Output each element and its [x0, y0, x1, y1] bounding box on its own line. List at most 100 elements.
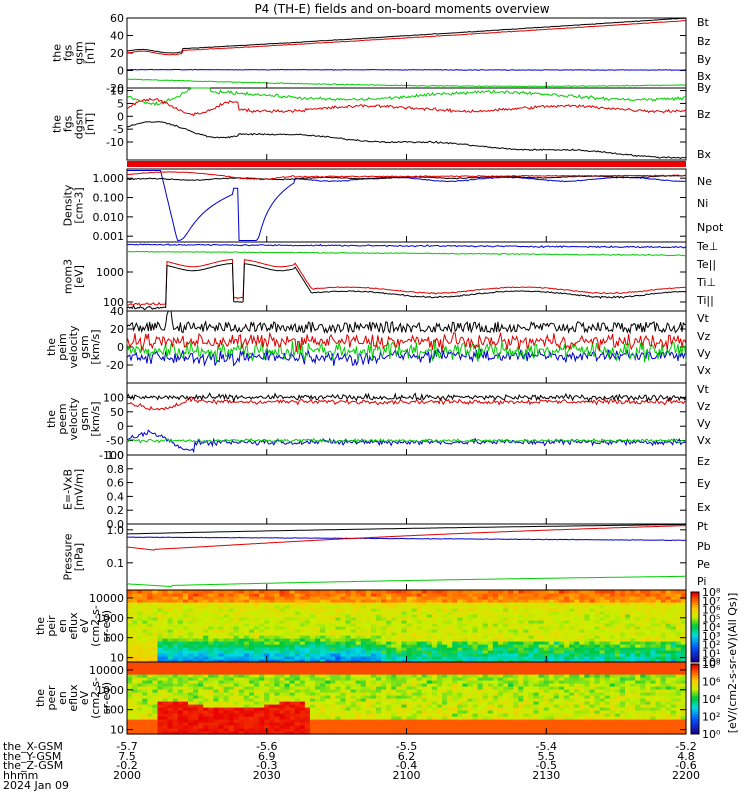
peir_spec-cell: [223, 659, 230, 663]
peir_spec-cell: [564, 638, 570, 642]
peir_spec-cell: [492, 626, 499, 630]
peer_spec-cell: [370, 662, 377, 666]
peir_spec-cell: [274, 659, 281, 663]
peer_spec-cell: [172, 722, 179, 726]
peir_spec-cell: [238, 626, 245, 630]
peir_spec-cell: [203, 632, 209, 636]
peer_spec-cell: [477, 668, 484, 672]
peir_spec-cell: [172, 626, 179, 630]
peir_spec-cell: [269, 629, 275, 633]
peir_spec-cell: [416, 644, 423, 648]
peir_spec-cell: [299, 629, 306, 633]
peer_spec-cell: [391, 695, 397, 699]
peir_spec-cell: [187, 659, 194, 663]
peer_spec-cell: [447, 662, 453, 666]
peir_spec-cell: [538, 626, 545, 630]
peer_spec-cell: [523, 680, 530, 684]
peir_spec-cell: [574, 626, 580, 630]
peir_spec-cell: [574, 656, 580, 660]
peir_spec-cell: [553, 620, 560, 624]
peir_spec-cell: [436, 620, 443, 624]
peer_spec-cell: [538, 716, 545, 720]
fgs_gsm-ylabel-line: [nT]: [84, 42, 97, 64]
peer_spec-cell: [340, 674, 347, 678]
peir_spec-cell: [574, 632, 580, 636]
peir_spec-cell: [203, 653, 209, 657]
peer_spec-cell: [213, 719, 220, 723]
peir_spec-cell: [360, 656, 367, 660]
peir_spec-cell: [365, 620, 372, 624]
peer_spec-cell: [381, 728, 387, 732]
peir_spec-cell: [680, 659, 687, 663]
peir_spec-cell: [564, 602, 570, 606]
peer_spec-cell: [264, 671, 270, 675]
peir_spec-cell: [157, 647, 164, 651]
peer_spec-cell: [426, 695, 433, 699]
peir_spec-cell: [472, 638, 479, 642]
peir_spec-cell: [309, 644, 316, 648]
peir_spec-cell: [599, 602, 606, 606]
peer_spec-cell: [462, 662, 469, 666]
peir_spec-cell: [655, 611, 662, 615]
peir_spec-cell: [513, 605, 519, 609]
peer_spec-cell: [167, 671, 174, 675]
peir_spec-cell: [457, 626, 463, 630]
peir_spec-cell: [315, 659, 321, 663]
peer_spec-cell: [426, 710, 433, 714]
peer_spec-cell: [416, 725, 423, 729]
peir_spec-cell: [487, 647, 494, 651]
peir_spec-cell: [645, 593, 652, 597]
peir_spec-cell: [513, 614, 519, 618]
peer_spec-cell: [182, 719, 189, 723]
peer_spec-cell: [325, 701, 331, 705]
peir_spec-cell: [421, 632, 428, 636]
peir_spec-cell: [665, 641, 672, 645]
peir_spec-cell: [508, 653, 514, 657]
peer_spec-cell: [462, 719, 469, 723]
peir_spec-cell: [355, 641, 362, 645]
peir_spec-cell: [452, 602, 458, 606]
peir_spec-cell: [599, 590, 606, 594]
peer_spec-cell: [360, 668, 367, 672]
peir_spec-cell: [386, 623, 392, 627]
peer_spec-cell: [376, 677, 382, 681]
peir_spec-cell: [497, 653, 504, 657]
peir_spec-cell: [218, 626, 225, 630]
peir_spec-cell: [482, 593, 489, 597]
peir_spec-cell: [335, 656, 342, 660]
peir_spec-cell: [203, 641, 209, 645]
peer_spec-cell: [360, 710, 367, 714]
peer_spec-cell: [269, 680, 275, 684]
peir_spec-cell: [320, 623, 326, 627]
peer_spec-cell: [167, 716, 174, 720]
peir_spec-cell: [614, 596, 621, 600]
peir_spec-cell: [335, 593, 342, 597]
peer_spec-cell: [157, 704, 164, 708]
peim_velocity-series-vy: [126, 338, 687, 363]
peer_spec-cell: [213, 710, 220, 714]
peir_spec-cell: [528, 626, 535, 630]
density-ytick-label: 0.010: [93, 211, 125, 224]
peir_spec-cell: [665, 656, 672, 660]
peir_spec-cell: [594, 623, 601, 627]
peir_spec-cell: [518, 608, 524, 612]
peir_spec-cell: [482, 608, 489, 612]
peer_spec-cell: [304, 704, 311, 708]
peir_spec-cell: [594, 656, 601, 660]
peer_spec-cell: [426, 704, 433, 708]
peir_spec-cell: [665, 635, 672, 639]
peer_spec-cell: [370, 713, 377, 717]
peir_spec-cell: [299, 608, 306, 612]
peir_spec-cell: [401, 638, 408, 642]
peir_spec-cell: [223, 644, 230, 648]
peer_spec-cell: [442, 707, 448, 711]
peir_spec-cell: [609, 596, 616, 600]
peer_spec-cell: [391, 677, 397, 681]
peer_spec-cell: [223, 713, 230, 717]
peir_spec-cell: [482, 650, 489, 654]
peir_spec-cell: [360, 593, 367, 597]
peir_spec-cell: [508, 626, 514, 630]
peir_spec-cell: [208, 608, 214, 612]
peer_spec-cell: [137, 665, 143, 669]
